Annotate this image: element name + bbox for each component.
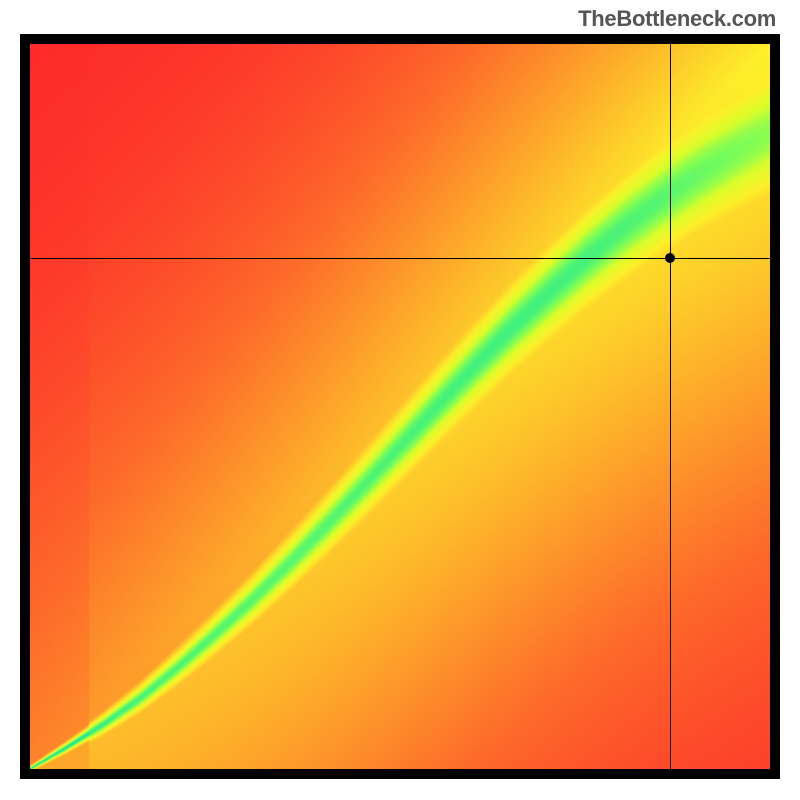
heatmap-canvas (30, 44, 770, 769)
plot-frame (20, 34, 780, 779)
watermark-text: TheBottleneck.com (578, 6, 776, 32)
marker-dot (665, 253, 675, 263)
plot-area (30, 44, 770, 769)
crosshair-horizontal (30, 258, 770, 259)
crosshair-vertical (670, 44, 671, 769)
